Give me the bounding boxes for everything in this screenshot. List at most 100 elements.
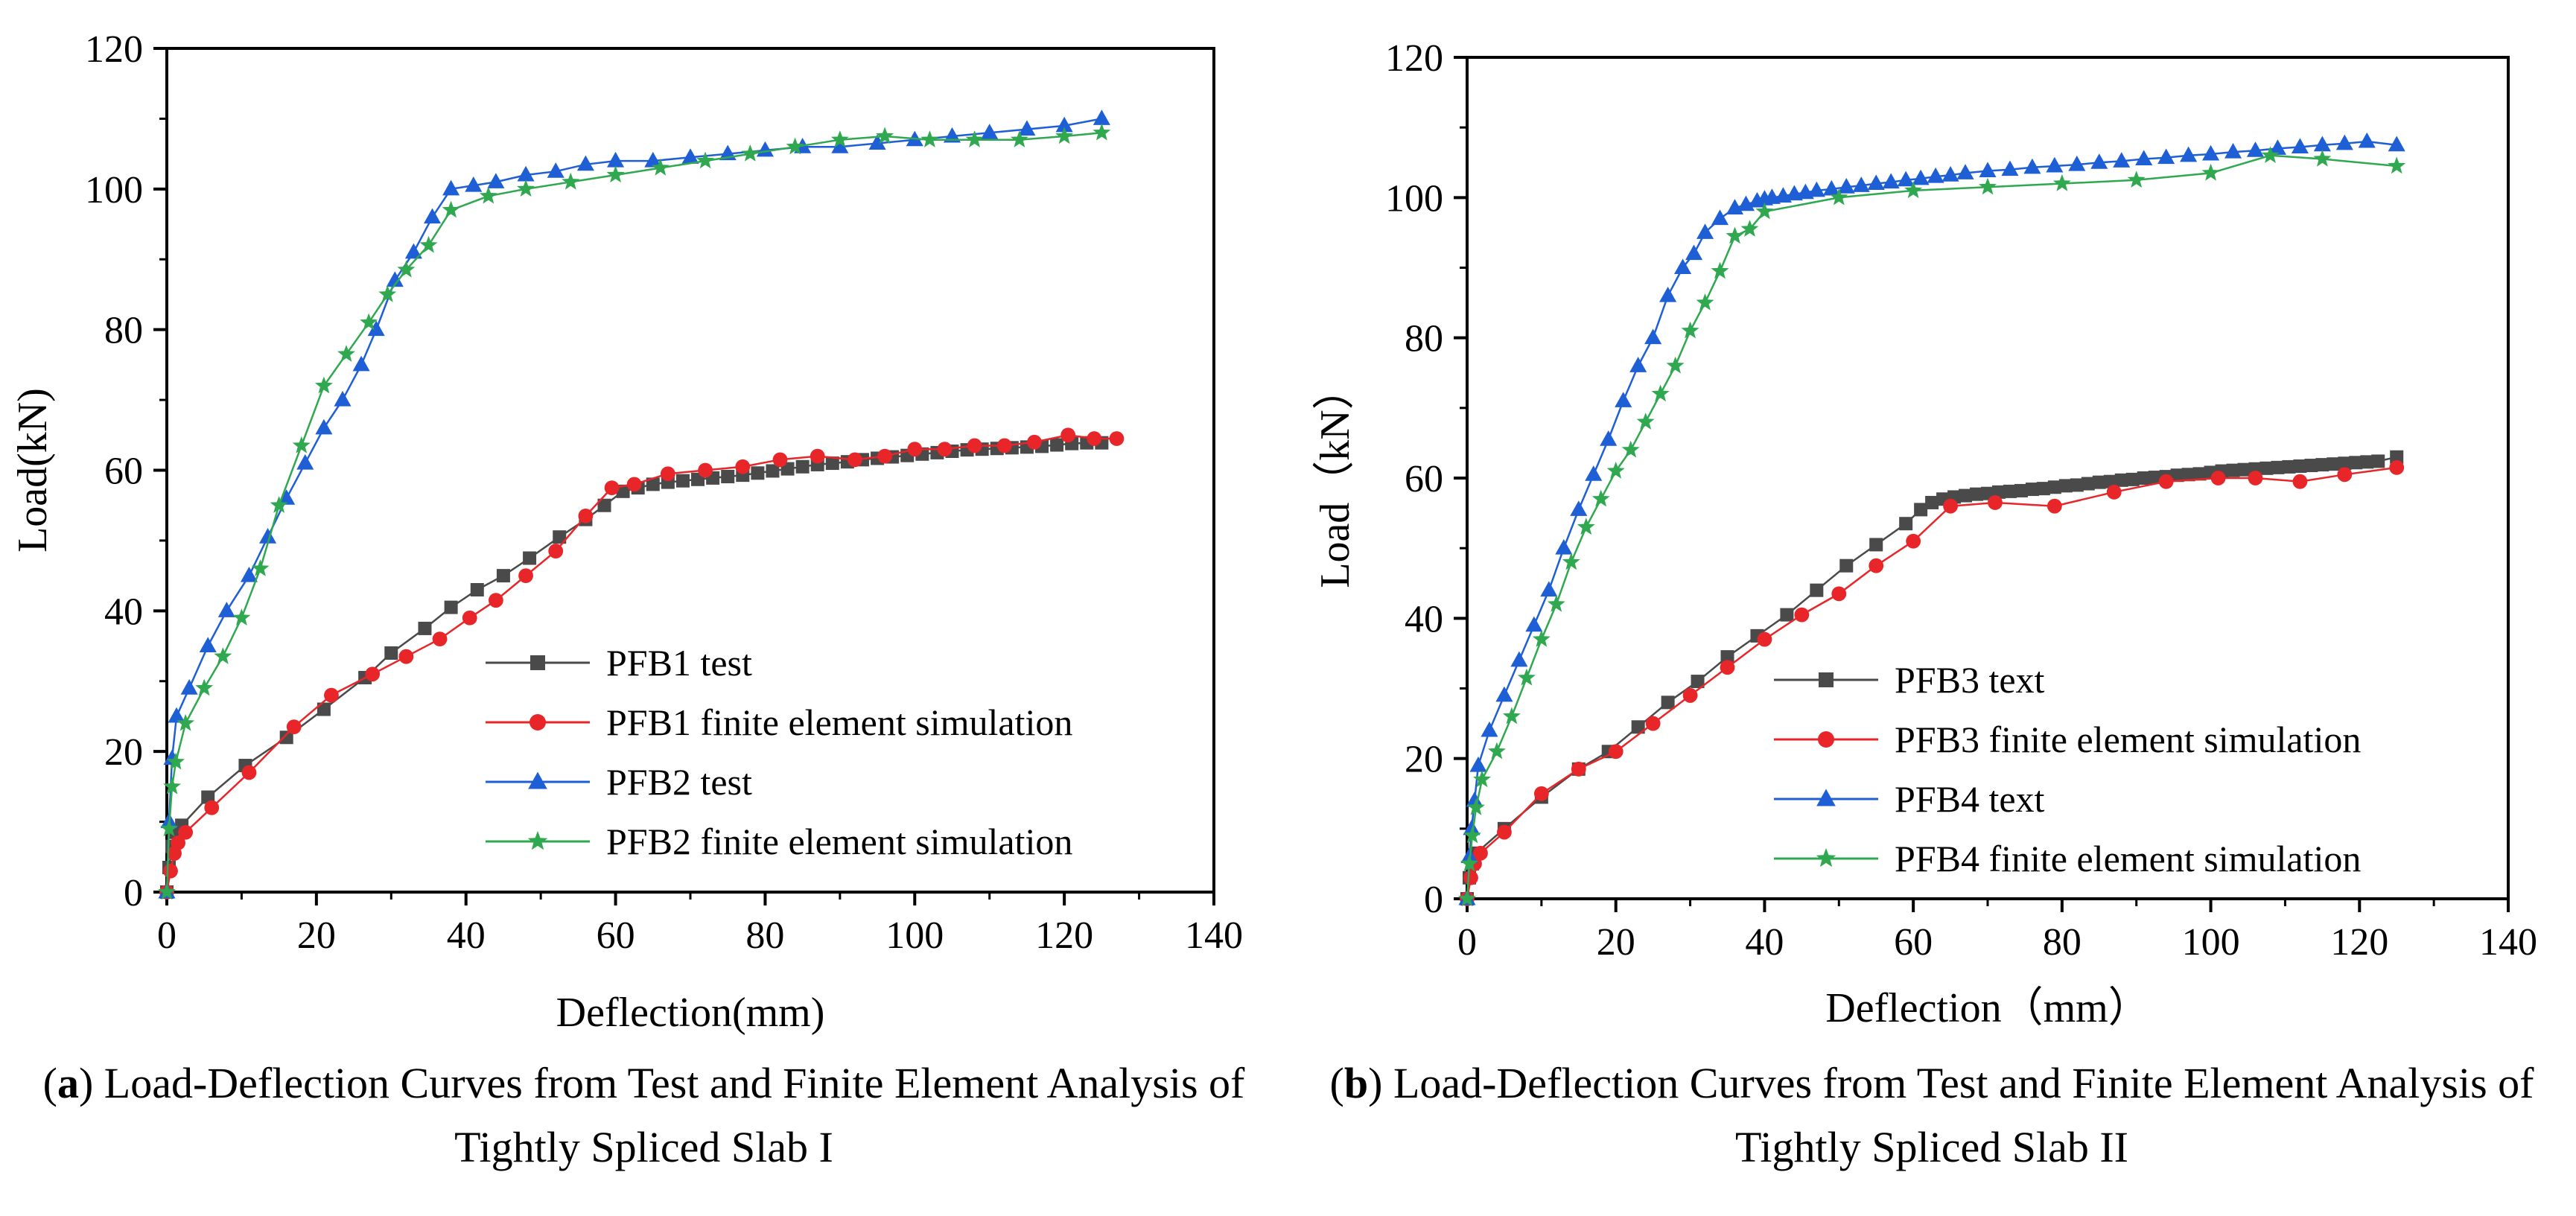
chart-a-legend-marker xyxy=(528,771,547,789)
chart-a-data-point xyxy=(735,459,751,474)
chart-b-data-point xyxy=(2237,462,2251,477)
chart-b-data-point xyxy=(1460,854,1478,872)
chart-a-data-point xyxy=(751,466,765,480)
chart-b-legend-label: PFB3 text xyxy=(1895,659,2045,701)
chart-b-y-tick-label: 40 xyxy=(1405,598,1443,640)
chart-a-x-tick-label: 20 xyxy=(297,914,336,957)
chart-a-data-point xyxy=(548,544,564,558)
chart-a-data-point xyxy=(214,647,232,664)
chart-a-data-point xyxy=(1050,438,1064,452)
chart-b-legend-marker xyxy=(1818,731,1834,748)
chart-a-data-point xyxy=(517,179,535,197)
chart-b-x-tick-label: 120 xyxy=(2330,921,2388,964)
chart-b-data-point xyxy=(2158,474,2174,489)
chart-a-data-point xyxy=(877,448,893,464)
chart-b-data-point xyxy=(2148,471,2162,485)
chart-a-data-point xyxy=(442,200,460,218)
chart-b-data-point xyxy=(2291,138,2309,154)
chart-a-data-point xyxy=(404,243,422,259)
chart-a-data-point xyxy=(562,172,580,190)
chart-b-data-point xyxy=(1591,489,1610,507)
chart-b-data-point xyxy=(1481,721,1498,737)
chart-b-data-point xyxy=(1606,462,1625,479)
chart-a-data-point xyxy=(547,162,565,178)
chart-b-data-point xyxy=(2125,472,2140,486)
chart-a-data-point xyxy=(847,452,862,468)
chart-b-y-tick-label: 80 xyxy=(1405,318,1443,360)
chart-a-data-point xyxy=(324,687,339,703)
chart-b-data-point xyxy=(2389,459,2405,475)
chart-b-legend-marker xyxy=(1816,848,1836,868)
chart-a-data-point xyxy=(721,469,735,483)
chart-a-data-point xyxy=(352,355,370,372)
chart-b-data-point xyxy=(1696,223,1714,239)
chart-b-data-point xyxy=(1651,384,1670,402)
chart-a-data-point xyxy=(270,496,288,513)
chart-a-data-point xyxy=(314,376,333,394)
chart-a-data-point xyxy=(518,568,533,584)
chart-b-data-point xyxy=(1720,660,1735,675)
chart-a-data-point xyxy=(167,752,185,770)
chart-a-data-point xyxy=(696,151,715,169)
chart-b-data-point xyxy=(1869,558,1884,573)
chart-b-data-point xyxy=(2046,156,2064,173)
chart-b-data-point xyxy=(1780,608,1794,622)
chart-b-data-point xyxy=(2388,136,2405,152)
chart-a-y-tick-label: 80 xyxy=(104,310,143,352)
chart-a-data-point xyxy=(741,144,760,162)
chart-b-data-point xyxy=(1621,440,1640,458)
chart-b-data-point xyxy=(1502,707,1521,725)
chart-a-data-point xyxy=(240,566,258,582)
chart-b-x-tick-label: 80 xyxy=(2043,921,2082,964)
chart-a-series-line xyxy=(165,118,1102,893)
chart-a-legend-label: PFB1 test xyxy=(606,642,752,684)
chart-b-data-point xyxy=(1463,819,1481,835)
chart-a-data-point xyxy=(698,462,713,478)
chart-a-data-point xyxy=(825,456,839,471)
chart-b-y-tick-label: 20 xyxy=(1405,739,1443,781)
chart-b-data-point xyxy=(2327,457,2341,471)
chart-b-y-tick-label: 120 xyxy=(1385,37,1443,80)
chart-b-data-point xyxy=(1463,826,1481,844)
chart-b-data-point xyxy=(2226,463,2240,477)
chart-a-data-point xyxy=(278,489,296,505)
chart-a-x-tick-label: 140 xyxy=(1185,914,1243,957)
chart-b-data-point xyxy=(1600,430,1618,446)
chart-b-data-point xyxy=(1720,650,1734,664)
chart-a-data-point xyxy=(967,438,982,453)
chart-a-data-point xyxy=(937,442,953,457)
chart-a-x-tick-label: 60 xyxy=(597,914,635,957)
chart-a-data-point xyxy=(163,863,178,879)
chart-a-svg: 0 20 40 60 80 100 120 140 0 20 40 60 80 100 120 Deflect… xyxy=(10,28,1243,1036)
chart-a-series-4 xyxy=(158,123,1111,900)
chart-a-legend-marker xyxy=(527,831,548,850)
chart-a-data-point xyxy=(432,631,448,646)
chart-a-data-point xyxy=(204,800,220,815)
chart-a-x-tick-label: 0 xyxy=(157,914,176,957)
chart-b-data-point xyxy=(2248,471,2263,486)
chart-b-data-point xyxy=(2282,459,2296,474)
chart-a-data-point xyxy=(199,637,217,653)
chart-a-data-point xyxy=(315,418,333,435)
chart-b-data-point xyxy=(2003,484,2017,498)
chart-b-data-point xyxy=(2113,152,2131,168)
chart-a-data-point xyxy=(292,436,311,453)
chart-b-data-point xyxy=(2358,132,2376,148)
chart-b-data-point xyxy=(1912,169,1930,185)
chart-b-data-point xyxy=(2090,153,2108,169)
chart-b-data-point xyxy=(1644,328,1662,345)
chart-b-data-point xyxy=(2292,474,2308,489)
chart-a-legend-label: PFB2 finite element simulation xyxy=(606,821,1072,862)
chart-b-data-point xyxy=(1906,533,1921,549)
chart-b-data-point xyxy=(1882,173,1900,189)
chart-b-data-point xyxy=(1904,181,1923,199)
chart-a-data-point xyxy=(488,593,503,608)
chart-a-data-point xyxy=(626,477,642,492)
chart-b-data-point xyxy=(1458,889,1476,907)
chart-b-data-point xyxy=(2349,456,2363,470)
chart-a-data-point xyxy=(1093,123,1111,141)
chart-b-y-tick-label: 60 xyxy=(1405,458,1443,500)
caption-b-text: Load-Deflection Curves from Test and Fin… xyxy=(1393,1059,2534,1171)
chart-b-data-point xyxy=(1473,845,1488,861)
chart-a-data-point xyxy=(553,530,567,544)
